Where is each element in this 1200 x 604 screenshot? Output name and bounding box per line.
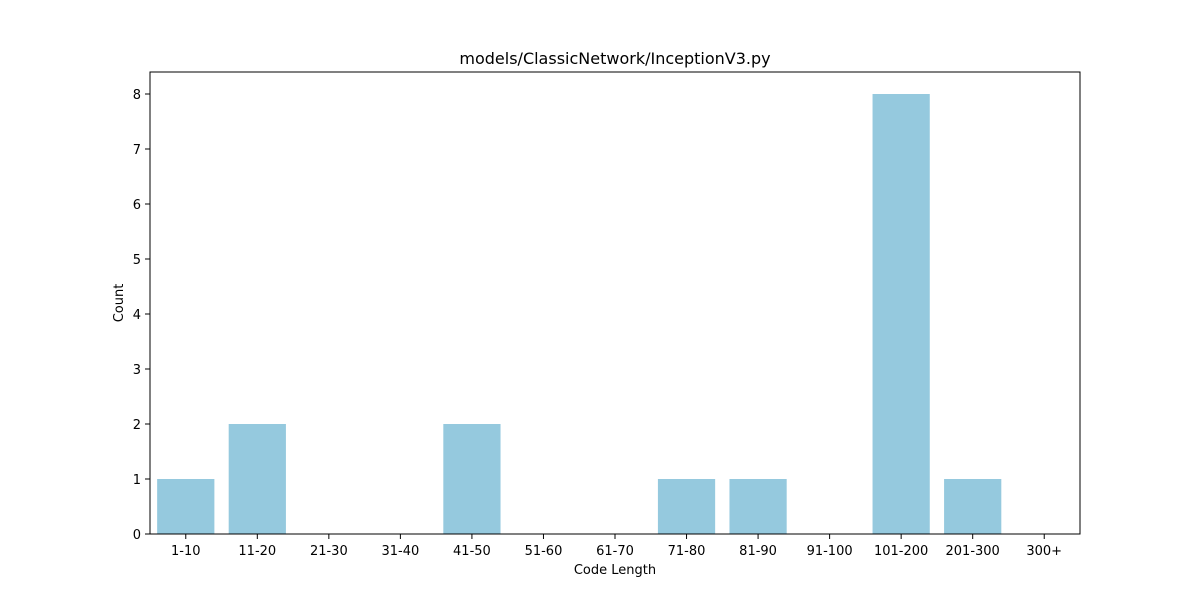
bar-201-300	[944, 479, 1002, 534]
y-tick-label: 0	[133, 528, 141, 543]
bar-11-20	[228, 424, 286, 534]
y-tick-label: 8	[133, 88, 141, 103]
y-tick-label: 3	[133, 363, 141, 378]
bar-71-80	[657, 479, 716, 534]
y-tick-label: 4	[133, 308, 141, 323]
bar-101-200	[872, 94, 930, 534]
bars-layer	[157, 94, 1002, 534]
bar-41-50	[443, 424, 501, 534]
x-tick-label: 21-30	[310, 544, 348, 559]
x-tick-label: 300+	[1026, 544, 1062, 559]
x-tick-label: 31-40	[381, 544, 419, 559]
x-tick-label: 71-80	[668, 544, 706, 559]
x-tick-label: 81-90	[739, 544, 777, 559]
y-tick-label: 1	[133, 473, 141, 488]
x-tick-label: 11-20	[238, 544, 276, 559]
x-tick-label: 1-10	[171, 544, 201, 559]
x-axis-label: Code Length	[574, 563, 656, 578]
x-axis: 1-10 11-20 21-30 31-40 41-50 51-60 61-70 71-80 8…	[171, 534, 1062, 559]
chart-title: models/ClassicNetwork/InceptionV3.py	[459, 49, 770, 68]
x-tick-label: 101-200	[874, 544, 928, 559]
x-tick-label: 201-300	[946, 544, 1000, 559]
y-axis: 0 1 2 3 4 5 6 7 8	[133, 88, 150, 543]
y-axis-label: Count	[112, 284, 127, 323]
y-tick-label: 2	[133, 418, 141, 433]
y-tick-label: 5	[133, 253, 141, 268]
x-tick-label: 51-60	[525, 544, 563, 559]
y-tick-label: 7	[133, 143, 141, 158]
bar-1-10	[157, 479, 215, 534]
y-tick-label: 6	[133, 198, 141, 213]
x-tick-label: 91-100	[807, 544, 853, 559]
x-tick-label: 41-50	[453, 544, 491, 559]
bar-81-90	[729, 479, 787, 534]
plot-frame	[149, 71, 1081, 535]
x-tick-label: 61-70	[596, 544, 634, 559]
